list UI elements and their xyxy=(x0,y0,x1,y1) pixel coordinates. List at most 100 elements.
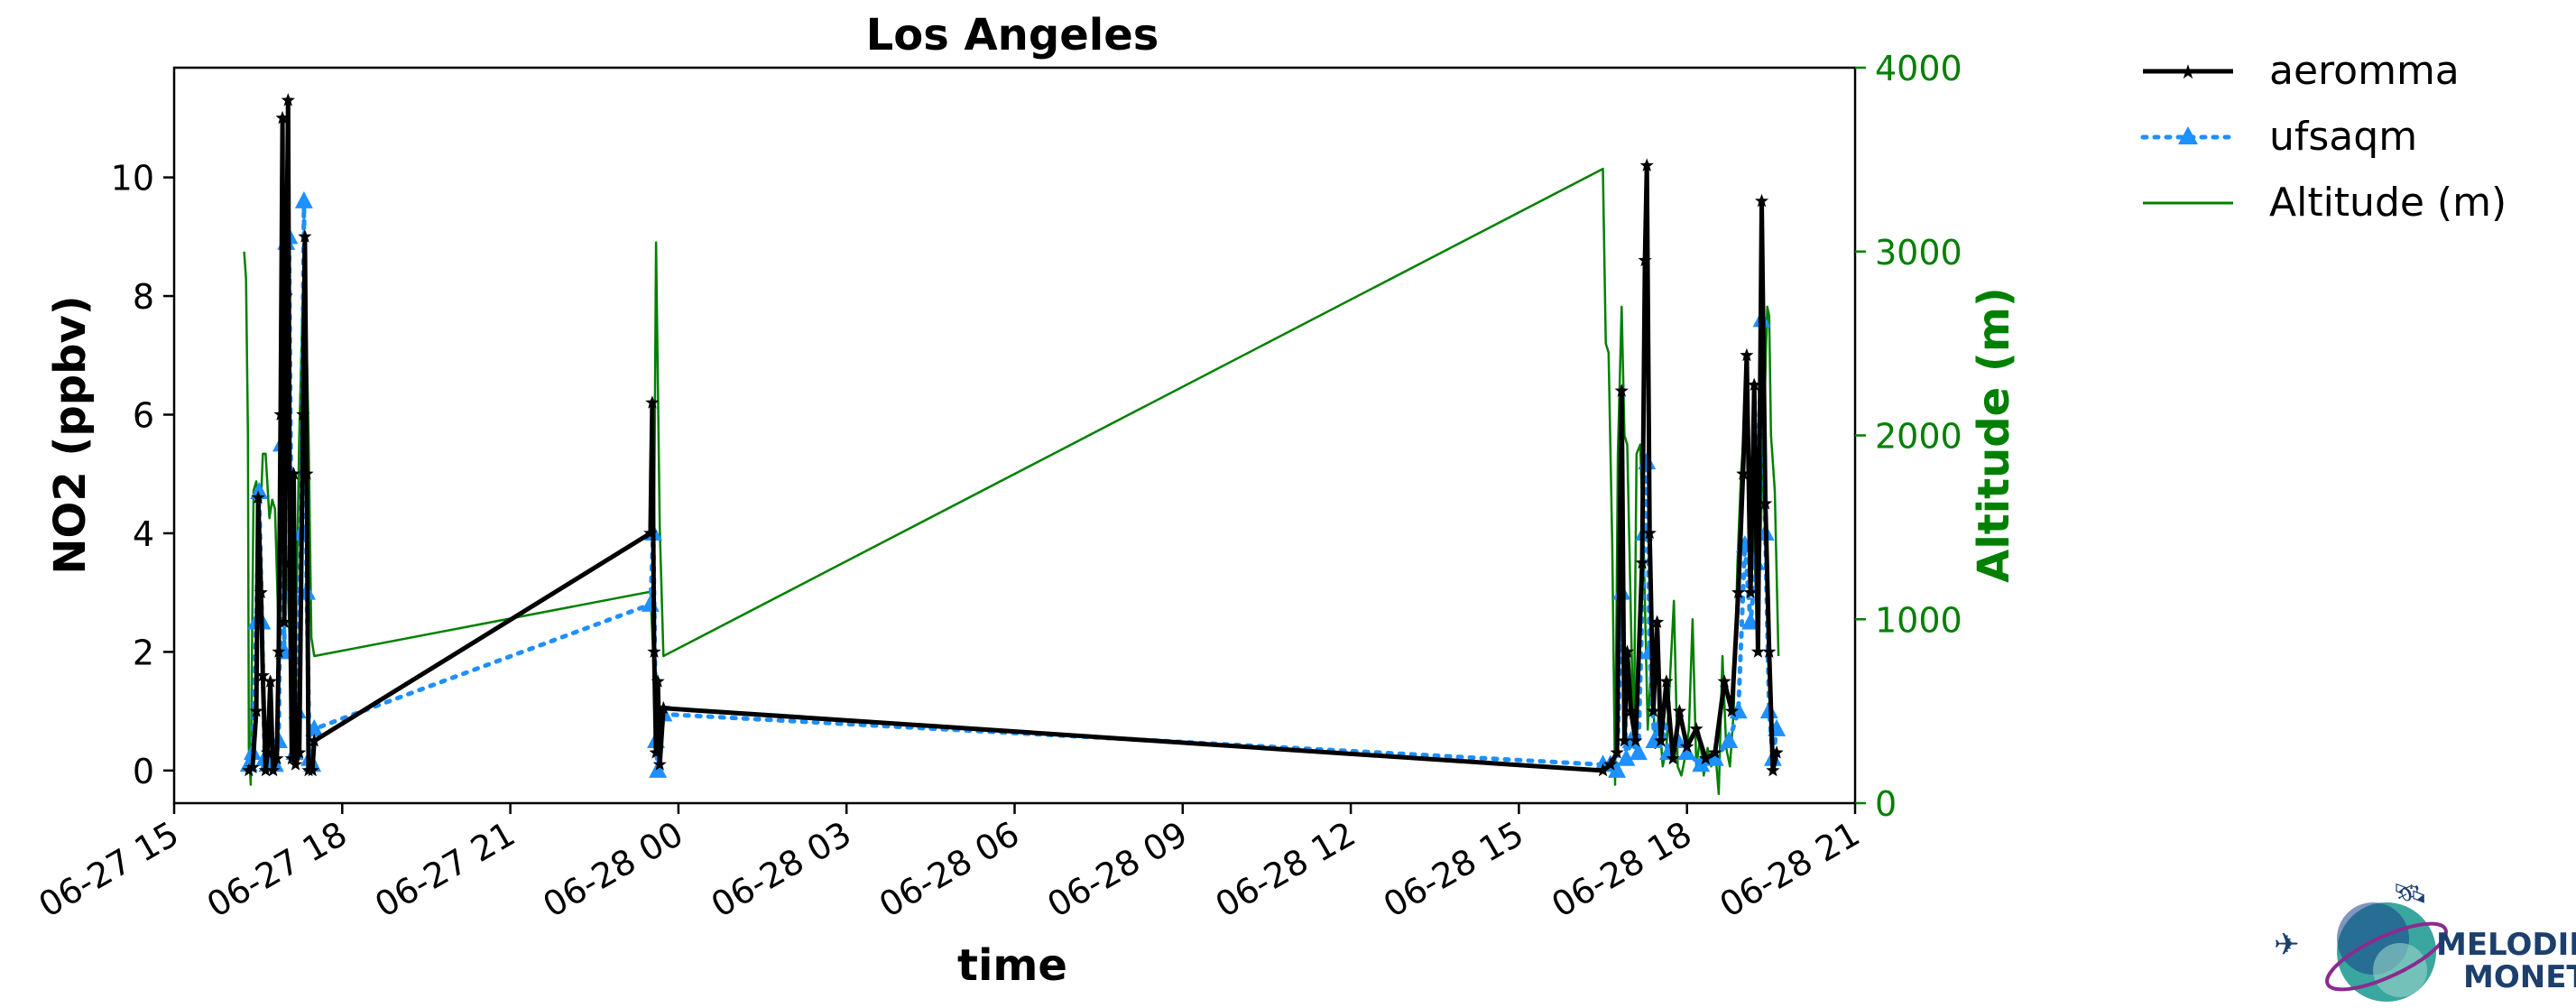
data-point xyxy=(1750,644,1765,658)
logo-orbit-icon xyxy=(2325,921,2448,992)
data-point xyxy=(1692,754,1711,772)
data-point xyxy=(1762,644,1777,658)
y2-axis-label: Altitude (m) xyxy=(1969,287,2019,583)
x-tick-label: 06-27 18 xyxy=(200,814,354,926)
logo-text-line1: MELODIES xyxy=(2436,927,2576,963)
series-line xyxy=(246,199,1779,773)
data-point xyxy=(284,751,299,765)
data-point xyxy=(1635,555,1649,569)
y-axis-label: NO2 (ppbv) xyxy=(45,295,96,574)
data-point xyxy=(647,644,661,658)
data-point xyxy=(242,763,256,777)
data-point xyxy=(286,467,301,480)
data-point xyxy=(1620,644,1635,658)
logo-text-line2: MONET xyxy=(2463,959,2576,995)
data-point xyxy=(298,229,312,243)
x-tick-label: 06-28 06 xyxy=(873,814,1026,926)
x-tick-label: 06-28 12 xyxy=(1209,814,1362,926)
data-point xyxy=(251,490,265,504)
data-point xyxy=(656,700,670,715)
legend-label-ufsaqm: ufsaqm xyxy=(2269,114,2417,160)
data-point xyxy=(294,190,313,208)
data-point xyxy=(652,757,667,771)
data-point xyxy=(1769,745,1784,759)
x-tick-label: 06-28 18 xyxy=(1545,814,1698,926)
y2-tick-label: 3000 xyxy=(1875,233,1962,273)
data-point xyxy=(1680,739,1694,753)
data-point xyxy=(1638,253,1652,267)
x-tick-label: 06-27 21 xyxy=(368,814,522,926)
data-point xyxy=(1672,704,1686,717)
legend-marker-ufsaqm xyxy=(2178,126,2198,144)
data-point xyxy=(1724,704,1739,717)
data-point xyxy=(1666,751,1680,765)
data-point xyxy=(1698,751,1713,765)
data-point xyxy=(272,644,286,658)
data-point xyxy=(1659,674,1674,688)
data-point xyxy=(249,704,263,717)
y2-tick-label: 2000 xyxy=(1875,417,1962,457)
series-layer xyxy=(239,93,1787,796)
data-point xyxy=(1720,730,1739,748)
data-point xyxy=(282,555,297,569)
data-point xyxy=(292,745,307,759)
data-point xyxy=(641,594,660,612)
data-point xyxy=(255,668,270,682)
data-point xyxy=(1646,704,1660,717)
melodies-monet-logo: 🛰 ✈ MELODIES MONET xyxy=(2274,878,2576,1002)
data-point xyxy=(1595,763,1611,777)
axis-layer: 0 2 4 6 8 10 0 1000 2000 3000 4000 06-27 15 06-27 18… xyxy=(32,49,1962,925)
data-point xyxy=(1736,467,1750,480)
data-point xyxy=(1610,745,1624,759)
data-point xyxy=(645,395,660,409)
data-point xyxy=(649,760,668,778)
data-point xyxy=(1629,743,1648,761)
data-point xyxy=(258,763,272,777)
data-point xyxy=(245,760,260,773)
y-tick-label: 0 xyxy=(133,752,154,791)
series-altitude xyxy=(243,167,1780,796)
data-point xyxy=(1677,743,1696,761)
data-point xyxy=(300,467,314,480)
x-tick-label: 06-28 00 xyxy=(536,814,689,926)
data-point xyxy=(270,751,284,765)
data-point xyxy=(1708,745,1722,759)
series-aeromma xyxy=(242,93,1784,777)
data-point xyxy=(1603,757,1618,771)
data-point xyxy=(1642,525,1657,540)
series-ufsaqm xyxy=(239,190,1787,778)
data-point xyxy=(1608,760,1627,778)
series-line xyxy=(243,167,1780,796)
data-point xyxy=(1717,674,1731,688)
data-point xyxy=(1639,158,1654,171)
data-point xyxy=(1740,347,1754,362)
data-point xyxy=(307,734,321,747)
data-point xyxy=(296,407,310,421)
y2-tick-label: 0 xyxy=(1875,784,1897,824)
x-tick-label: 06-28 15 xyxy=(1377,814,1530,926)
y-tick-label: 6 xyxy=(133,395,154,435)
y-tick-label: 4 xyxy=(133,514,154,554)
data-point xyxy=(260,745,275,759)
y-tick-label: 2 xyxy=(133,633,154,672)
data-point xyxy=(263,674,278,688)
data-point xyxy=(1617,734,1631,747)
data-point xyxy=(1743,585,1758,599)
legend-label-aeromma: aeromma xyxy=(2269,48,2460,94)
data-point xyxy=(1754,193,1769,208)
data-point xyxy=(1650,615,1665,628)
data-point xyxy=(1624,704,1639,717)
data-point xyxy=(1731,585,1746,599)
x-tick-label: 06-27 15 xyxy=(32,814,186,926)
data-point xyxy=(643,525,658,540)
x-tick-label: 06-28 09 xyxy=(1040,814,1194,926)
data-point xyxy=(279,289,293,302)
data-point xyxy=(281,93,295,106)
data-point xyxy=(1747,377,1761,392)
data-point xyxy=(649,745,663,759)
data-point xyxy=(250,481,269,499)
data-point xyxy=(273,407,288,421)
x-tick-label: 06-28 03 xyxy=(705,814,858,926)
data-point xyxy=(1629,734,1643,747)
